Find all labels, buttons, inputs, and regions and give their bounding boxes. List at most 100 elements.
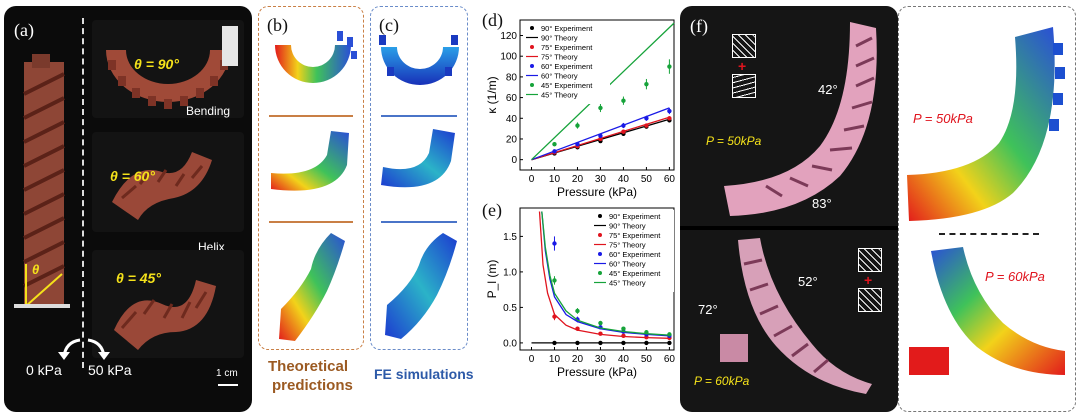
legend-label: 75° Theory (609, 241, 646, 250)
photo-divider (680, 226, 898, 230)
angle-42-label: 42° (818, 82, 838, 97)
stripe-diagram-icon (732, 74, 756, 98)
y-tick-label: 120 (500, 31, 517, 42)
x-tick-label: 40 (618, 174, 630, 185)
panel-e-label: (e) (482, 200, 502, 220)
theta-symbol: θ (32, 262, 40, 277)
angle-83-label: 83° (812, 196, 832, 211)
y-tick-label: 80 (506, 72, 518, 83)
x-tick-label: 40 (618, 354, 630, 365)
data-point (667, 64, 672, 69)
pressure-50-label: P = 50kPa (706, 134, 762, 148)
x-tick-label: 50 (641, 354, 653, 365)
panel-d-label: (d) (482, 10, 503, 30)
panel-b-label: (b) (267, 15, 288, 35)
x-tick-label: 60 (664, 174, 676, 185)
legend-label: 60° Experiment (541, 62, 593, 71)
legend-label: 45° Theory (541, 91, 578, 100)
legend-label: 90° Experiment (609, 212, 661, 221)
theta-45-label: θ = 45° (116, 270, 161, 286)
fe-model-90 (379, 35, 459, 85)
pitch-chart: 0 10 20 30 40 50 60 0.0 0.5 1.0 1.5 Pressure (kPa) P… (485, 207, 675, 379)
legend-label: 45° Experiment (609, 269, 661, 278)
data-point (552, 278, 557, 283)
y-tick-label: 0.5 (503, 303, 517, 314)
data-point (667, 340, 672, 346)
x-tick-label: 50 (641, 174, 653, 185)
legend-label: 75° Experiment (541, 43, 593, 52)
photo-bending-90 (92, 20, 244, 118)
y-tick-label: 0.0 (503, 338, 517, 349)
x-tick-label: 20 (572, 354, 584, 365)
scale-bar (218, 384, 238, 386)
panel-c-caption: FE simulations (374, 366, 474, 382)
fe-model-60 (381, 129, 455, 188)
helix-actuator-photo-50 (724, 22, 877, 216)
panel-a-label: (a) (14, 20, 34, 40)
pressure-50-label: 50 kPa (88, 362, 132, 378)
x-tick-label: 30 (595, 354, 607, 365)
legend-label: 60° Theory (609, 260, 646, 269)
theory-model-45 (279, 233, 345, 341)
series-line (538, 211, 670, 339)
theta-60-label: θ = 60° (110, 168, 155, 184)
x-tick-label: 20 (572, 174, 584, 185)
panel-b-caption-line1: Theoretical (268, 358, 349, 375)
pressure-60-label: P = 60kPa (694, 374, 750, 388)
legend-label: 75° Theory (541, 53, 578, 62)
angle-52-label: 52° (798, 274, 818, 289)
x-axis-label: Pressure (kPa) (557, 365, 637, 379)
separator (381, 115, 457, 117)
x-tick-label: 10 (549, 354, 561, 365)
data-point (575, 308, 580, 314)
series-line (541, 211, 670, 336)
legend-box (592, 210, 674, 292)
pressure-arrows-icon (58, 338, 110, 360)
legend-label: 90° Experiment (541, 24, 593, 33)
legend-marker (530, 45, 534, 49)
data-point (552, 241, 557, 246)
stripe-diagram-icon (858, 248, 882, 272)
legend-marker (598, 233, 602, 237)
base-plate (14, 304, 70, 308)
data-point (621, 326, 626, 331)
x-tick-label: 0 (529, 354, 535, 365)
x-axis-label: Pressure (kPa) (557, 185, 637, 199)
x-tick-label: 0 (529, 174, 535, 185)
y-tick-label: 40 (506, 114, 518, 125)
y-tick-label: 60 (506, 93, 518, 104)
y-tick-label: 20 (506, 134, 518, 145)
dashed-separator (939, 233, 1039, 235)
series-line (531, 107, 670, 161)
legend-box (524, 22, 610, 104)
data-point (575, 123, 580, 128)
legend-label: 75° Experiment (609, 231, 661, 240)
kappa-chart: 0 10 20 30 40 50 60 0 20 40 60 80 100 120 Pressure (kP… (485, 19, 676, 199)
theta-90-label: θ = 90° (134, 56, 179, 72)
scale-bar-label: 1 cm (216, 368, 238, 379)
data-point (598, 320, 603, 326)
legend-label: 90° Theory (541, 34, 578, 43)
legend-marker (598, 214, 602, 218)
legend-marker (530, 26, 534, 30)
legend-label: 45° Experiment (541, 81, 593, 90)
sim-model-60 (909, 247, 1065, 375)
plus-sign: + (864, 272, 873, 288)
separator (269, 115, 353, 117)
legend-marker (598, 271, 602, 275)
stripe-diagram-icon (858, 288, 882, 312)
sim-pressure-60-label: P = 60kPa (985, 269, 1045, 284)
legend-marker (598, 252, 602, 256)
panel-a: (a) θ θ = 90° Bending (4, 6, 252, 412)
bending-label: Bending (186, 104, 231, 118)
separator (381, 221, 457, 223)
fe-model-45 (385, 233, 457, 339)
photo-helix-45 (92, 250, 244, 358)
theory-model-90 (275, 31, 357, 83)
data-point (552, 141, 557, 147)
sim-pressure-50-label: P = 50kPa (913, 111, 973, 126)
panel-b-caption-line2: predictions (272, 377, 353, 394)
data-point (644, 81, 649, 87)
panel-c-label: (c) (379, 15, 399, 35)
